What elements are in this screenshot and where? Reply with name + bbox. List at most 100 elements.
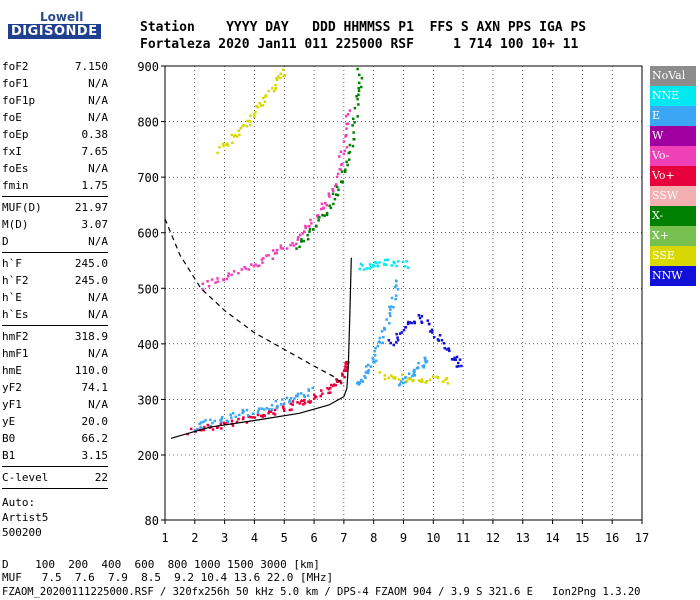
echo-point	[230, 416, 233, 419]
echo-point	[253, 115, 256, 118]
echo-point	[246, 119, 249, 123]
echo-point	[341, 180, 344, 183]
echo-point	[235, 420, 239, 424]
param-label: M(D)	[2, 218, 29, 231]
echo-point	[407, 372, 411, 375]
echo-point	[309, 400, 312, 403]
echo-point	[270, 408, 274, 411]
echo-point	[281, 398, 284, 401]
echo-point	[355, 95, 358, 98]
param-row: foF1 N/A	[2, 75, 108, 92]
echo-point	[323, 214, 326, 217]
echo-point	[238, 413, 241, 417]
echo-point	[367, 371, 370, 375]
echo-point	[237, 129, 241, 133]
echo-point	[429, 330, 432, 333]
echo-point	[288, 408, 292, 412]
legend-item: E	[650, 106, 696, 126]
echo-point	[373, 354, 377, 357]
param-row: B1 3.15	[2, 447, 108, 464]
echo-point	[387, 339, 391, 342]
echo-point	[381, 341, 384, 345]
legend-item: X+	[650, 226, 696, 246]
echo-point	[395, 264, 398, 268]
echo-point	[412, 373, 415, 376]
echo-point	[291, 400, 295, 403]
x-tick-label: 1	[161, 531, 168, 545]
echo-point	[247, 268, 250, 271]
echo-point	[319, 394, 323, 398]
echo-point	[279, 244, 283, 247]
echo-point	[298, 402, 302, 405]
echo-point	[254, 110, 257, 114]
echo-point	[227, 272, 230, 275]
echo-point	[285, 247, 289, 250]
echo-point	[251, 416, 254, 419]
param-label: foF1p	[2, 94, 36, 107]
echo-point	[222, 142, 225, 146]
echo-point	[303, 401, 307, 405]
echo-point	[363, 374, 366, 378]
echo-point	[450, 358, 454, 361]
echo-point	[342, 369, 346, 372]
echo-point	[378, 261, 381, 264]
param-value: 7.65	[81, 145, 109, 158]
x-tick-label: 5	[281, 531, 288, 545]
param-row: yF2 74.1	[2, 379, 108, 396]
echo-point	[312, 228, 315, 231]
echo-point	[401, 260, 405, 264]
echo-point	[419, 380, 422, 383]
echo-point	[401, 373, 404, 376]
echo-point	[312, 393, 316, 396]
echo-point	[273, 252, 277, 255]
echo-point	[232, 135, 236, 138]
legend-item: Vo-	[650, 146, 696, 166]
echo-point	[372, 358, 375, 361]
echo-point	[322, 206, 325, 209]
echo-point	[275, 78, 279, 82]
param-row: hmE 110.0	[2, 362, 108, 379]
param-row: foEp 0.38	[2, 126, 108, 143]
echo-point	[407, 320, 410, 324]
echo-point	[302, 394, 306, 397]
echo-point	[283, 74, 286, 77]
echo-point	[342, 152, 345, 156]
echo-point	[437, 376, 440, 380]
echo-point	[405, 380, 409, 383]
echo-point	[410, 321, 413, 325]
echo-point	[351, 124, 354, 127]
echo-point	[267, 89, 270, 93]
echo-point	[299, 392, 303, 395]
echo-point	[300, 399, 303, 403]
echo-point	[271, 257, 274, 260]
echo-point	[334, 383, 337, 387]
echo-point	[316, 216, 320, 219]
echo-point	[442, 380, 445, 383]
echo-point	[345, 146, 349, 149]
echo-point	[225, 419, 229, 423]
echo-point	[374, 359, 378, 363]
echo-point	[263, 408, 266, 411]
echo-point	[232, 270, 236, 273]
echo-point	[229, 413, 232, 416]
echo-point	[241, 411, 244, 414]
echo-point	[386, 258, 389, 262]
echo-point	[431, 375, 435, 378]
echo-point	[332, 202, 335, 206]
echo-point	[289, 244, 292, 247]
echo-point	[336, 185, 339, 189]
echo-point	[291, 241, 294, 245]
param-value: 21.97	[74, 201, 108, 214]
echo-point	[308, 224, 311, 228]
y-tick-label: 400	[137, 338, 159, 352]
echo-point	[330, 383, 333, 387]
echo-point	[383, 262, 386, 266]
echo-point	[226, 144, 230, 147]
echo-point	[261, 96, 265, 100]
echo-point	[345, 127, 348, 130]
echo-point	[408, 377, 412, 381]
param-label: D	[2, 235, 9, 248]
echo-point	[200, 429, 203, 432]
echo-point	[283, 409, 286, 413]
echo-point	[270, 404, 274, 407]
